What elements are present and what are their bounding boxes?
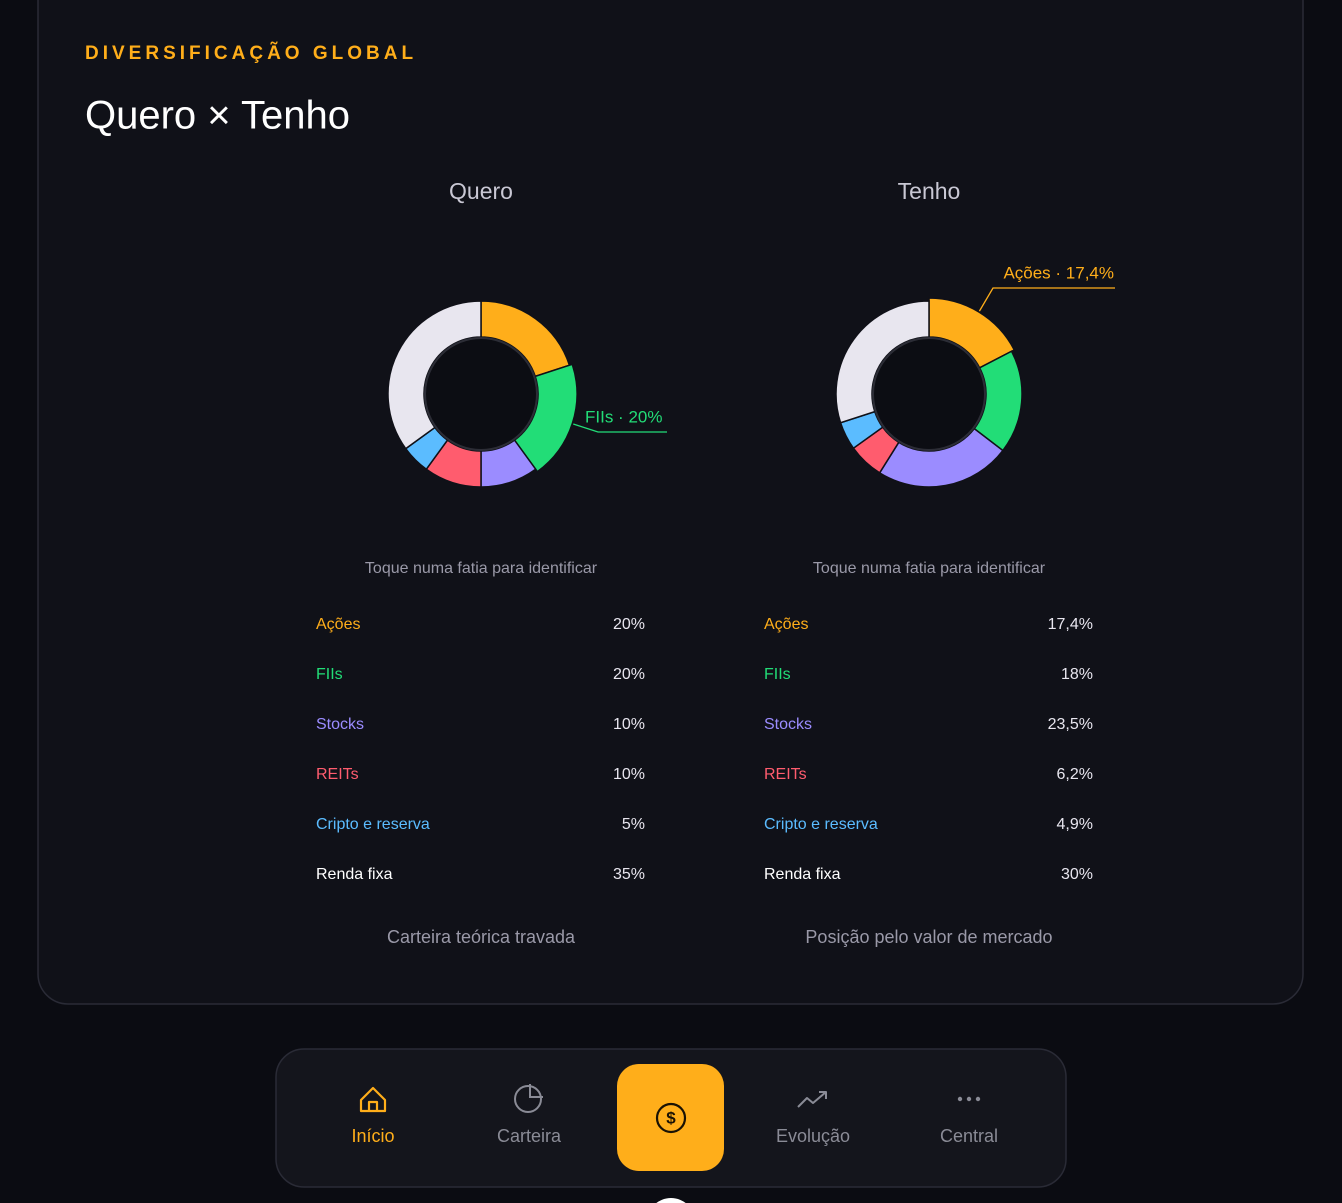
legend-value: 35% <box>613 866 645 883</box>
donut-hole-ring <box>424 337 538 451</box>
legend-label: REITs <box>764 766 807 783</box>
eyebrow: DIVERSIFICAÇÃO GLOBAL <box>85 42 417 64</box>
legend-label: REITs <box>316 766 359 783</box>
legend-label: Cripto e reserva <box>316 816 430 833</box>
caption: Posição pelo valor de mercado <box>805 927 1052 947</box>
legend-value: 5% <box>622 816 645 833</box>
hint: Toque numa fatia para identificar <box>813 560 1046 577</box>
legend-value: 20% <box>613 616 645 633</box>
legend-label: Ações <box>764 616 808 633</box>
legend-value: 4,9% <box>1057 816 1093 833</box>
center-button <box>617 1064 724 1171</box>
hint: Toque numa fatia para identificar <box>365 560 598 577</box>
legend-label: Renda fixa <box>764 866 841 883</box>
legend-value: 6,2% <box>1057 766 1093 783</box>
legend-label: Cripto e reserva <box>764 816 878 833</box>
card <box>37 0 1304 1005</box>
legend-label: FIIs <box>764 666 791 683</box>
legend-value: 23,5% <box>1048 716 1093 733</box>
legend-value: 10% <box>613 716 645 733</box>
donut-hole-ring <box>872 337 986 451</box>
dollar-icon <box>655 1102 687 1134</box>
nav-label: Evolução <box>776 1126 850 1146</box>
nav-wallet[interactable]: Carteira <box>497 1084 562 1146</box>
legend-value: 18% <box>1061 666 1093 683</box>
nav-center-button[interactable]: $ <box>617 1064 724 1171</box>
legend-label: FIIs <box>316 666 343 683</box>
legend-label: Renda fixa <box>316 866 393 883</box>
legend-label: Stocks <box>316 716 364 733</box>
legend-value: 20% <box>613 666 645 683</box>
nav-evolution[interactable]: Evolução <box>776 1091 850 1146</box>
callout-label: Ações · 17,4% <box>1003 263 1114 282</box>
legend-value: 30% <box>1061 866 1093 883</box>
nav-home[interactable]: Início <box>351 1086 395 1146</box>
legend-value: 10% <box>613 766 645 783</box>
pie-icon <box>514 1085 542 1113</box>
dollar-glyph: $ <box>666 1108 676 1127</box>
legend-label: Ações <box>316 616 360 633</box>
card-title: Quero × Tenho <box>85 94 350 138</box>
home-indicator <box>656 1198 686 1203</box>
home-icon <box>359 1086 387 1113</box>
chart-title: Quero <box>449 178 513 204</box>
nav-label: Central <box>940 1126 998 1146</box>
legend-value: 17,4% <box>1048 616 1093 633</box>
pie-icon-cut <box>529 1084 543 1098</box>
callout-line <box>978 287 1115 312</box>
chart-title: Tenho <box>898 178 961 204</box>
dot <box>957 1096 963 1102</box>
callout-line <box>573 423 667 433</box>
trend-icon <box>797 1091 827 1108</box>
dot <box>966 1096 972 1102</box>
nav-label: Início <box>351 1126 394 1146</box>
legend-label: Stocks <box>764 716 812 733</box>
nav-central[interactable]: Central <box>940 1096 998 1146</box>
callout-label: FIIs · 20% <box>585 407 662 426</box>
caption: Carteira teórica travada <box>387 927 576 947</box>
nav-label: Carteira <box>497 1126 562 1146</box>
dot <box>975 1096 981 1102</box>
